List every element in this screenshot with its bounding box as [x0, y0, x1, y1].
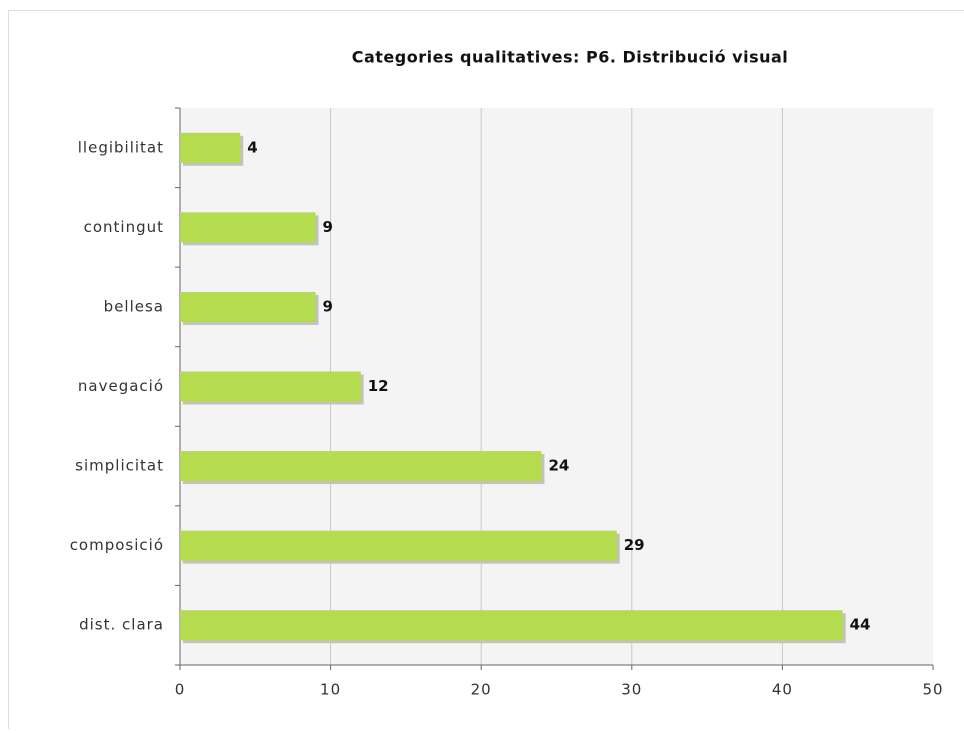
x-tick-label: 50 — [922, 681, 943, 699]
bar — [180, 451, 541, 481]
y-tick-label: llegibilitat — [78, 138, 164, 156]
y-tick-label: bellesa — [104, 297, 164, 315]
y-tick-label: composició — [70, 536, 164, 554]
data-label: 29 — [624, 536, 645, 554]
data-label: 4 — [247, 138, 257, 156]
bar — [180, 133, 240, 163]
y-tick-label: contingut — [84, 218, 164, 236]
x-tick-label: 0 — [175, 681, 186, 699]
bar — [180, 372, 361, 402]
y-tick-label: simplicitat — [75, 457, 164, 475]
data-label: 9 — [323, 297, 333, 315]
bar — [180, 610, 843, 640]
x-tick-label: 40 — [772, 681, 793, 699]
data-label: 24 — [548, 457, 569, 475]
chart-title: Categories qualitatives: P6. Distribució… — [352, 48, 789, 67]
data-label: 9 — [323, 218, 333, 236]
x-tick-label: 30 — [621, 681, 642, 699]
x-tick-label: 20 — [471, 681, 492, 699]
y-tick-label: navegació — [78, 377, 164, 395]
bar — [180, 531, 617, 561]
x-tick-label: 10 — [320, 681, 341, 699]
y-tick-label: dist. clara — [79, 616, 164, 634]
data-label: 44 — [850, 616, 871, 634]
bar — [180, 292, 316, 322]
data-label: 12 — [368, 377, 389, 395]
bar — [180, 212, 316, 242]
